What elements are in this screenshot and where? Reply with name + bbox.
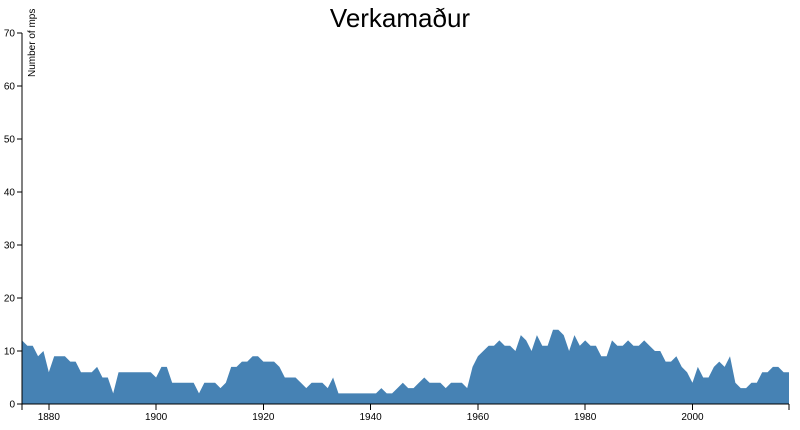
x-tick-label: 1920 xyxy=(252,412,275,423)
series-area xyxy=(22,329,789,404)
x-tick-label: 1940 xyxy=(360,412,383,423)
x-axis: 1880 1900 1920 1940 1960 1980 2000 xyxy=(21,403,790,423)
y-axis-label: Number of mps xyxy=(27,9,38,77)
y-tick-label: 60 xyxy=(4,82,16,93)
y-tick-label: 50 xyxy=(4,135,16,146)
x-tick-label: 1880 xyxy=(38,412,61,423)
x-tick-label: 1960 xyxy=(467,412,490,423)
y-tick-label: 70 xyxy=(4,29,16,40)
x-tick-label: 1900 xyxy=(145,412,168,423)
y-tick-label: 10 xyxy=(4,347,16,358)
y-tick-label: 20 xyxy=(4,294,16,305)
y-tick-label: 40 xyxy=(4,188,16,199)
x-tick-label: 1980 xyxy=(574,412,597,423)
x-tick-label: 2000 xyxy=(681,412,704,423)
plot-area xyxy=(22,329,789,404)
y-tick-label: 0 xyxy=(9,400,15,411)
chart-title: Verkamaður xyxy=(330,3,471,33)
y-tick-label: 30 xyxy=(4,241,16,252)
y-axis: 0 10 20 30 40 50 60 70 xyxy=(4,29,23,411)
